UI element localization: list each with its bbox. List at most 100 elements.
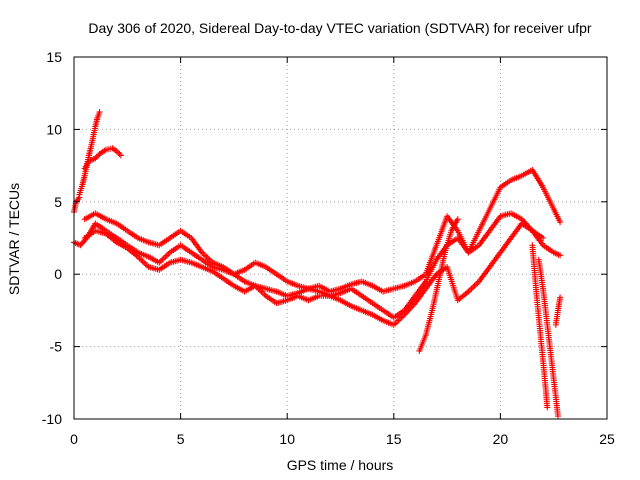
y-axis-label: SDTVAR / TECUs bbox=[6, 183, 22, 295]
data-marker-run bbox=[444, 266, 461, 302]
data-marker-run bbox=[551, 207, 563, 224]
y-tick-label: 5 bbox=[54, 194, 62, 210]
data-marker-run bbox=[318, 283, 332, 294]
data-marker-run bbox=[477, 229, 492, 247]
data-marker-run bbox=[200, 250, 215, 265]
data-marker-run bbox=[179, 229, 193, 240]
x-tick-label: 0 bbox=[70, 431, 78, 447]
data-marker-run bbox=[487, 251, 503, 269]
data-marker-run bbox=[434, 215, 450, 247]
data-marker-run bbox=[94, 211, 108, 222]
data-marker-run bbox=[222, 276, 236, 288]
data-marker-run bbox=[168, 243, 182, 255]
data-marker-run bbox=[538, 338, 548, 384]
series-track-e bbox=[81, 166, 564, 295]
data-marker-run bbox=[530, 168, 545, 189]
data-marker-run bbox=[349, 286, 363, 298]
data-marker-run bbox=[349, 278, 363, 287]
series-track-f bbox=[81, 220, 547, 328]
data-marker-run bbox=[403, 279, 417, 289]
data-marker-run bbox=[115, 236, 129, 247]
data-point bbox=[544, 404, 551, 411]
grid bbox=[74, 57, 607, 419]
data-marker-run bbox=[115, 221, 129, 233]
data-marker-run bbox=[541, 243, 555, 255]
data-marker-run bbox=[190, 260, 204, 270]
x-tick-labels: 0 5 10 15 20 25 bbox=[70, 431, 615, 447]
data-marker-run bbox=[190, 250, 204, 262]
data-marker-run bbox=[77, 183, 85, 196]
data-marker-run bbox=[126, 229, 140, 240]
data-marker-run bbox=[360, 279, 374, 289]
data-marker-run bbox=[544, 324, 555, 362]
data-marker-run bbox=[179, 243, 193, 255]
data-point bbox=[540, 235, 547, 241]
data-marker-run bbox=[339, 298, 353, 309]
series-track-j bbox=[552, 294, 564, 328]
data-marker-run bbox=[520, 221, 534, 233]
series-track-a bbox=[71, 194, 83, 215]
data-marker-run bbox=[232, 267, 246, 277]
y-tick-label: 0 bbox=[54, 266, 62, 282]
series-track-c bbox=[81, 145, 124, 172]
data-marker-run bbox=[136, 235, 150, 245]
data-marker-run bbox=[381, 318, 395, 328]
data-marker-run bbox=[541, 186, 556, 211]
data-marker-run bbox=[296, 293, 310, 303]
data-marker-run bbox=[392, 308, 406, 320]
data-marker-run bbox=[423, 258, 439, 283]
data-marker-run bbox=[371, 312, 385, 323]
data-marker-run bbox=[540, 287, 551, 326]
data-marker-run bbox=[392, 283, 406, 292]
data-marker-run bbox=[466, 279, 481, 294]
data-marker-run bbox=[477, 208, 492, 232]
data-marker-run bbox=[531, 229, 545, 240]
data-marker-run bbox=[498, 236, 513, 254]
data-marker-run bbox=[87, 156, 97, 164]
data-marker-run bbox=[254, 260, 268, 270]
data-marker-run bbox=[232, 283, 246, 294]
data-marker-run bbox=[286, 293, 300, 303]
data-marker-run bbox=[487, 186, 503, 211]
data-marker-run bbox=[275, 289, 289, 299]
series-track-i bbox=[535, 256, 561, 420]
axis-ticks bbox=[73, 56, 608, 420]
y-tick-label: 10 bbox=[46, 121, 62, 137]
data-marker-run bbox=[520, 167, 534, 178]
data-marker-run bbox=[413, 272, 427, 284]
data-marker-run bbox=[402, 301, 417, 317]
data-marker-run bbox=[466, 229, 482, 254]
data-marker-run bbox=[553, 309, 561, 326]
data-marker-run bbox=[275, 297, 289, 306]
data-marker-run bbox=[243, 283, 257, 294]
data-marker-run bbox=[392, 313, 406, 327]
data-marker-run bbox=[222, 265, 236, 276]
data-marker-run bbox=[105, 145, 114, 153]
data-marker-run bbox=[243, 260, 257, 272]
data-marker-run bbox=[104, 231, 119, 245]
data-marker-run bbox=[147, 254, 161, 265]
data-marker-run bbox=[158, 260, 172, 272]
data-marker-run bbox=[94, 221, 108, 233]
data-marker-run bbox=[423, 309, 435, 336]
data-marker-run bbox=[555, 296, 563, 312]
data-point bbox=[77, 242, 84, 249]
data-marker-run bbox=[499, 178, 513, 190]
data-marker-run bbox=[339, 282, 353, 291]
data-marker-run bbox=[98, 147, 108, 156]
x-tick-label: 15 bbox=[386, 431, 402, 447]
data-marker-run bbox=[529, 244, 540, 297]
data-marker-run bbox=[360, 308, 374, 317]
data-marker-run bbox=[158, 236, 172, 247]
data-marker-run bbox=[487, 214, 503, 233]
y-tick-label: 15 bbox=[46, 49, 62, 65]
data-marker-run bbox=[168, 229, 182, 240]
x-tick-label: 20 bbox=[493, 431, 509, 447]
data-marker-run bbox=[509, 173, 523, 183]
data-point bbox=[554, 413, 561, 420]
data-marker-run bbox=[115, 240, 129, 251]
data-marker-run bbox=[413, 287, 428, 305]
data-marker-run bbox=[442, 229, 454, 254]
y-tick-label: -10 bbox=[42, 411, 62, 427]
